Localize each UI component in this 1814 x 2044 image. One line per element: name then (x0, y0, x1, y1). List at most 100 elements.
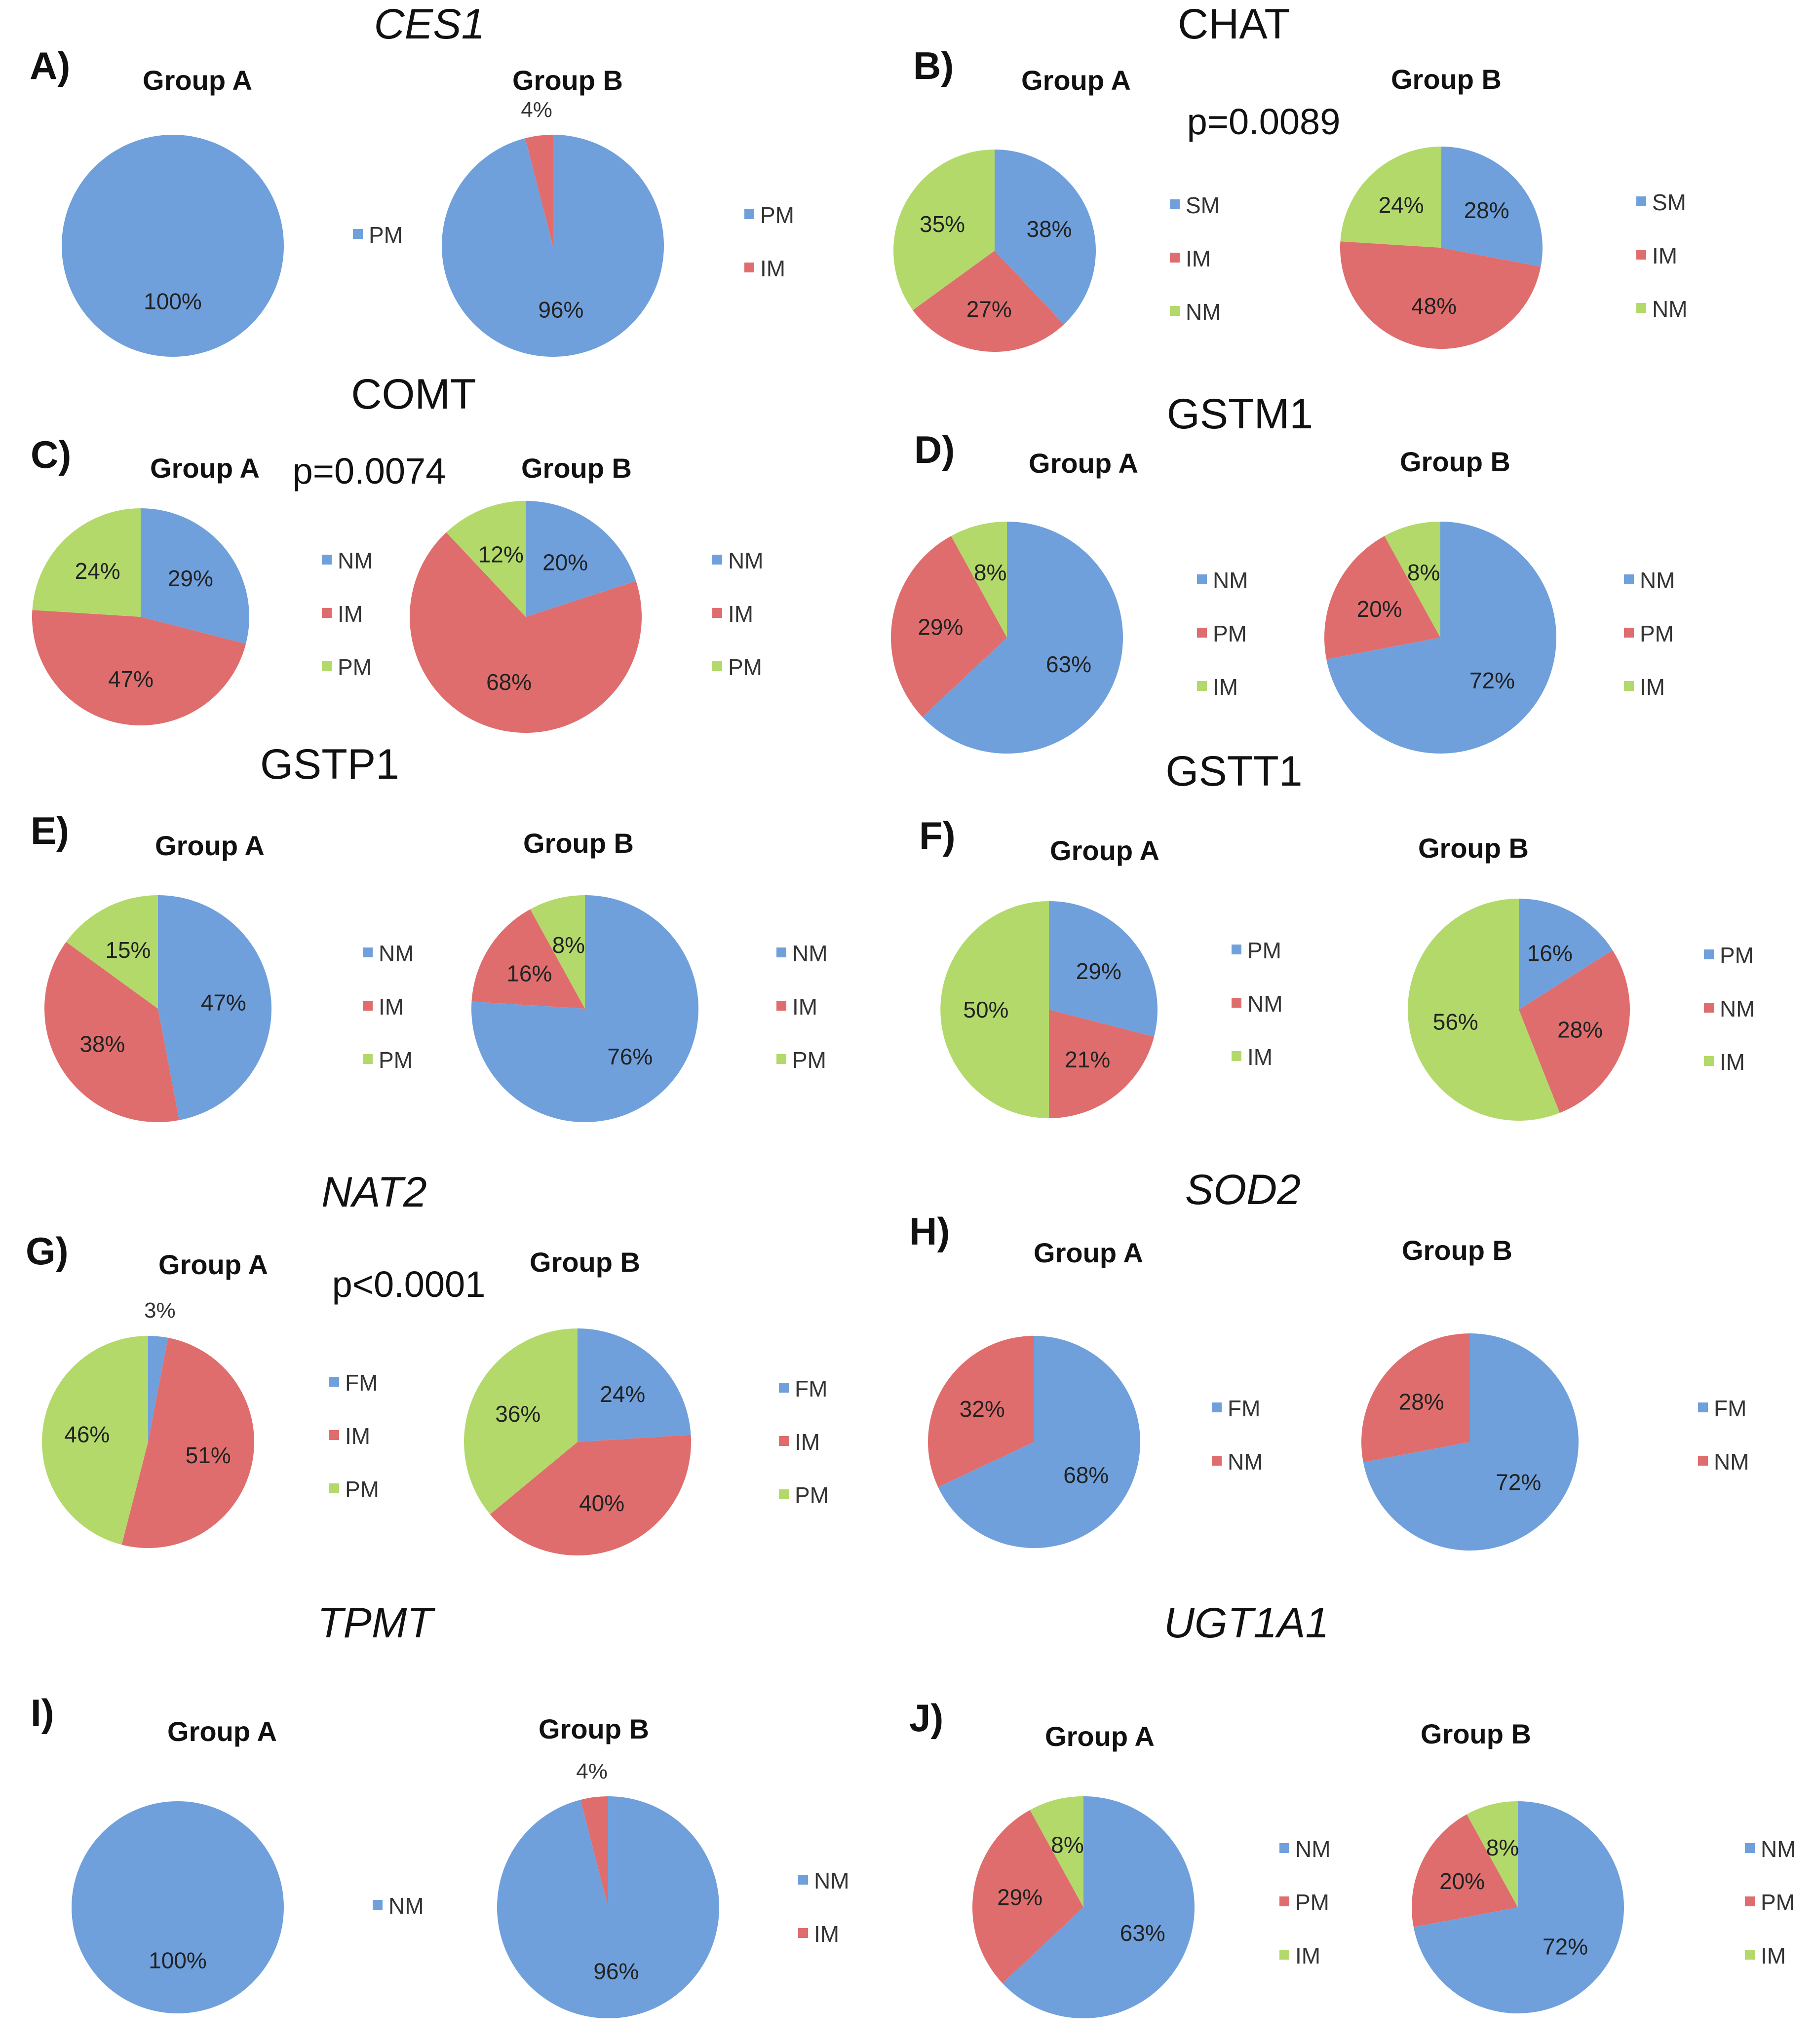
pie-slice-nat2-group-a-fm (148, 1336, 168, 1442)
legend-swatch-gstp1-group-a-im (363, 1001, 373, 1011)
pie-slice-comt-group-a-im (32, 610, 246, 725)
legend-swatch-gstm1-group-a-im (1197, 681, 1207, 691)
group-title-ugt1a1-group-a: Group A (1045, 1721, 1155, 1752)
legend-label-chat-group-b-im: IM (1652, 243, 1677, 268)
group-title-gstp1-group-b: Group B (523, 828, 634, 859)
pie-slice-comt-group-a-pm (32, 508, 141, 617)
group-title-tpmt-group-b: Group B (539, 1713, 649, 1744)
pie-slice-ugt1a1-group-b-pm (1412, 1814, 1518, 1928)
legend-swatch-gstt1-group-b-nm (1704, 1003, 1714, 1013)
pie-label-ugt1a1-group-a-nm: 63% (1120, 1920, 1165, 1946)
legend-label-gstm1-group-a-im: IM (1213, 674, 1238, 700)
legend-swatch-nat2-group-a-im (329, 1430, 339, 1440)
p-value-chat: p=0.0089 (1187, 101, 1341, 142)
legend-label-ugt1a1-group-a-pm: PM (1295, 1890, 1329, 1915)
pie-slice-ugt1a1-group-a-pm (972, 1810, 1083, 1984)
pie-label-chat-group-b-nm: 24% (1379, 192, 1424, 218)
legend-swatch-ugt1a1-group-b-im (1745, 1950, 1755, 1960)
pie-slice-comt-group-a-nm (141, 508, 249, 644)
pie-slice-gstm1-group-a-pm (891, 536, 1007, 717)
pie-label-ugt1a1-group-a-im: 8% (1051, 1832, 1083, 1858)
legend-label-gstp1-group-b-pm: PM (792, 1047, 826, 1073)
pie-slice-ugt1a1-group-a-im (1030, 1796, 1083, 1907)
pie-slice-nat2-group-b-pm (463, 1328, 578, 1514)
pie-label-gstp1-group-b-nm: 76% (607, 1044, 653, 1069)
legend-swatch-gstt1-group-a-im (1232, 1051, 1241, 1061)
pie-slice-comt-group-b-nm (526, 501, 636, 617)
pie-slice-gstt1-group-b-im (1408, 899, 1560, 1121)
panel-label-sod2: H) (909, 1210, 950, 1253)
pie-slice-tpmt-group-b-nm (497, 1796, 720, 2018)
pie-slice-gstp1-group-a-im (44, 942, 180, 1122)
legend-swatch-gstm1-group-a-pm (1197, 628, 1207, 638)
pie-label-gstp1-group-a-im: 38% (79, 1031, 125, 1057)
panel-label-ugt1a1: J) (909, 1696, 943, 1740)
legend-label-comt-group-b-nm: NM (728, 548, 764, 573)
pie-label-nat2-group-a-pm: 46% (64, 1421, 110, 1447)
pie-label-nat2-group-b-pm: 36% (495, 1401, 540, 1427)
legend-swatch-ugt1a1-group-a-im (1279, 1950, 1289, 1960)
legend-label-chat-group-b-nm: NM (1652, 296, 1688, 322)
pie-label-gstt1-group-b-nm: 28% (1557, 1017, 1603, 1042)
legend-label-gstm1-group-b-pm: PM (1640, 621, 1674, 646)
legend-swatch-sod2-group-b-nm (1698, 1456, 1708, 1466)
legend-label-ces1-group-b-im: IM (760, 256, 785, 281)
legend-label-chat-group-b-sm: SM (1652, 189, 1686, 215)
legend-label-nat2-group-a-im: IM (345, 1423, 370, 1449)
pie-label-gstt1-group-a-im: 50% (963, 997, 1008, 1022)
panel-label-nat2: G) (26, 1229, 69, 1273)
pie-slice-nat2-group-a-pm (42, 1336, 148, 1545)
pie-label-ugt1a1-group-b-nm: 72% (1543, 1933, 1588, 1959)
pie-label-nat2-group-a-im: 51% (186, 1442, 231, 1468)
pie-label-chat-group-b-im: 48% (1411, 293, 1457, 319)
group-title-sod2-group-b: Group B (1402, 1235, 1512, 1266)
pie-slice-sod2-group-a-nm (928, 1336, 1034, 1487)
pie-slice-tpmt-group-a-nm (72, 1801, 284, 2013)
group-title-chat-group-b: Group B (1391, 64, 1502, 95)
pie-slice-tpmt-group-b-im (580, 1796, 608, 1907)
panel-label-comt: C) (31, 433, 71, 476)
legend-swatch-comt-group-b-im (712, 608, 722, 618)
legend-label-ugt1a1-group-b-im: IM (1761, 1943, 1786, 1968)
legend-label-chat-group-a-im: IM (1186, 246, 1211, 271)
pie-slice-chat-group-b-nm (1340, 147, 1441, 248)
legend-label-nat2-group-b-fm: FM (795, 1376, 827, 1401)
legend-swatch-nat2-group-a-pm (329, 1483, 339, 1493)
pie-slice-gstp1-group-b-im (471, 909, 585, 1009)
legend-label-sod2-group-a-nm: NM (1228, 1449, 1263, 1475)
legend-label-ugt1a1-group-b-nm: NM (1761, 1836, 1796, 1862)
legend-swatch-comt-group-a-nm (322, 555, 332, 565)
pie-slice-sod2-group-a-fm (938, 1336, 1140, 1548)
legend-label-ugt1a1-group-b-pm: PM (1761, 1890, 1795, 1915)
group-title-gstt1-group-b: Group B (1418, 833, 1529, 864)
legend-swatch-tpmt-group-b-nm (798, 1875, 808, 1885)
legend-label-tpmt-group-b-im: IM (814, 1921, 839, 1947)
legend-label-gstm1-group-a-pm: PM (1213, 621, 1247, 646)
legend-swatch-gstp1-group-b-pm (776, 1054, 786, 1064)
legend-label-comt-group-a-pm: PM (338, 654, 372, 680)
pie-slice-nat2-group-b-fm (578, 1328, 691, 1442)
legend-label-chat-group-a-nm: NM (1186, 299, 1221, 325)
pie-slice-chat-group-a-sm (995, 150, 1096, 325)
panel-label-gstp1: E) (31, 809, 69, 852)
pie-slice-comt-group-b-im (409, 532, 642, 733)
pie-label-ces1-group-b-im: 4% (521, 98, 552, 122)
legend-swatch-gstm1-group-a-nm (1197, 574, 1207, 584)
pie-slice-gstp1-group-a-pm (66, 895, 158, 1009)
legend-label-comt-group-a-im: IM (338, 601, 363, 627)
legend-swatch-nat2-group-b-im (779, 1436, 789, 1446)
legend-swatch-chat-group-a-im (1170, 253, 1180, 263)
pie-label-ugt1a1-group-b-im: 8% (1486, 1835, 1519, 1860)
pie-label-chat-group-a-im: 27% (966, 296, 1012, 322)
pie-slice-chat-group-b-im (1340, 241, 1541, 349)
group-title-nat2-group-b: Group B (530, 1247, 640, 1278)
legend-label-gstt1-group-a-nm: NM (1247, 991, 1283, 1017)
pie-label-ces1-group-a-pm: 100% (144, 289, 202, 314)
pie-label-gstp1-group-a-pm: 15% (105, 937, 151, 963)
legend-label-gstp1-group-b-im: IM (792, 994, 817, 1020)
pie-label-gstm1-group-b-nm: 72% (1469, 668, 1515, 693)
pie-slice-gstm1-group-a-im (951, 522, 1007, 638)
pie-label-chat-group-a-sm: 38% (1027, 216, 1072, 242)
pie-label-sod2-group-b-nm: 28% (1399, 1389, 1444, 1415)
group-title-sod2-group-a: Group A (1034, 1237, 1143, 1268)
